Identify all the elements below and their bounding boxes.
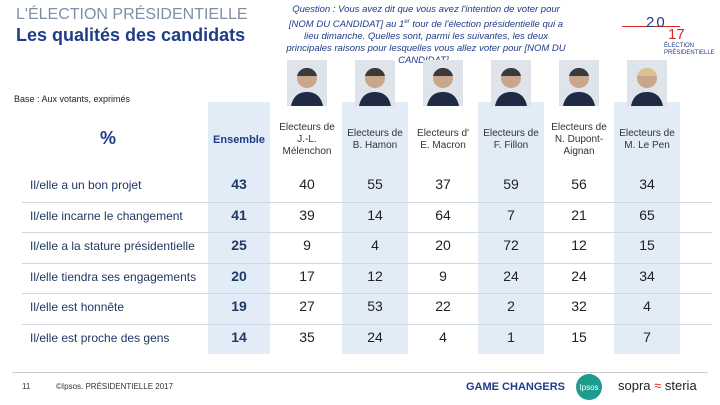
logo-line1: ÉLECTION [664, 43, 695, 49]
sopra-logo: sopra ≈ steria [618, 378, 697, 393]
corner: % [100, 128, 117, 148]
cell-value: 21 [571, 206, 587, 223]
cell-value: 20 [435, 237, 451, 253]
column-bg [478, 102, 544, 354]
cell-value: 12 [367, 267, 383, 284]
footer-rule [12, 372, 708, 373]
cell-value: 55 [367, 176, 383, 192]
cell-value: 4 [643, 298, 651, 314]
total-column-bg [208, 102, 270, 354]
total-value: 19 [231, 298, 247, 314]
portrait [491, 60, 531, 106]
kicker: L'ÉLECTION PRÉSIDENTIELLE [16, 6, 248, 23]
total-value: 43 [231, 176, 247, 192]
portrait [559, 60, 599, 106]
column-header: Electeurs de N. Dupont-Aignan [551, 122, 607, 157]
cell-value: 1 [507, 328, 515, 345]
question: Question : Vous avez dit que vous avez l… [282, 4, 570, 67]
column-header: Electeurs de F. Fillon [483, 128, 539, 151]
row-label: Il/elle est proche des gens [30, 330, 170, 345]
cell-value: 34 [639, 267, 655, 284]
row-label: Il/elle est honnête [30, 300, 125, 314]
cell-value: 35 [299, 328, 315, 345]
logo-text: ÉLECTION PRÉSIDENTIELLE [664, 43, 715, 57]
cell-value: 22 [435, 298, 451, 314]
cell-value: 34 [639, 176, 655, 192]
row-rule [22, 262, 712, 264]
cell-value: 56 [571, 176, 587, 192]
source: ©Ipsos. PRÉSIDENTIELLE 2017 [56, 382, 174, 391]
portrait [423, 60, 463, 106]
cell-value: 15 [639, 237, 655, 253]
cell-value: 15 [571, 328, 587, 345]
row-label: Il/elle a un bon projet [30, 178, 142, 192]
cell-value: 40 [299, 176, 315, 192]
portrait [287, 60, 327, 106]
column-header: Electeurs de M. Le Pen [619, 128, 675, 151]
cell-value: 37 [435, 176, 451, 192]
row-rule [22, 201, 712, 203]
tagline: GAME CHANGERS [466, 381, 566, 393]
row-label: Il/elle incarne le changement [30, 208, 183, 223]
page-number: 11 [22, 382, 31, 391]
cell-value: 72 [503, 237, 519, 253]
brand: sopra [618, 378, 651, 393]
brand: steria [664, 378, 697, 393]
logo: 20 17 ÉLECTION PRÉSIDENTIELLE [622, 14, 715, 57]
cell-value: 9 [439, 267, 447, 284]
cell-value: 2 [507, 298, 515, 314]
logo-year: 20 [646, 14, 667, 31]
logo-year: 17 [668, 26, 685, 43]
row-label: Il/elle a la stature présidentielle [30, 239, 195, 253]
cell-value: 4 [371, 237, 379, 253]
total-column-header: Ensemble [213, 134, 265, 146]
cell-value: 7 [643, 328, 651, 345]
column-bg [614, 102, 680, 354]
ipsos-logo: Ipsos [576, 374, 602, 400]
row-rule [22, 323, 712, 325]
title: Les qualités des candidats [16, 25, 246, 45]
logo-line2: PRÉSIDENTIELLE [664, 50, 715, 56]
total-value: 14 [231, 328, 247, 345]
cell-value: 64 [435, 206, 451, 223]
cell-value: 27 [299, 298, 315, 314]
total-value: 41 [231, 206, 247, 223]
row-label: Il/elle tiendra ses engagements [30, 269, 197, 284]
cell-value: 53 [367, 298, 383, 314]
cell-value: 65 [639, 206, 655, 223]
logo-line [622, 26, 680, 27]
row-rule [22, 232, 712, 233]
cell-value: 12 [571, 237, 587, 253]
total-value: 25 [231, 237, 247, 253]
question-sup: er [404, 19, 410, 25]
cell-value: 9 [303, 237, 311, 253]
total-value: 20 [231, 267, 247, 284]
cell-value: 24 [503, 267, 519, 284]
cell-value: 14 [367, 206, 383, 223]
column-header: Electeurs de J.-L. Mélenchon [279, 122, 335, 157]
cell-value: 59 [503, 176, 519, 192]
cell-value: 24 [367, 328, 383, 345]
question-text: Question : Vous avez dit que vous avez l… [288, 4, 560, 31]
portrait [355, 60, 395, 106]
portrait [627, 60, 667, 106]
row-rule [22, 293, 712, 294]
cell-value: 39 [299, 206, 315, 223]
column-bg [342, 102, 408, 354]
cell-value: 4 [439, 328, 447, 345]
base: Base : Aux votants, exprimés [14, 94, 131, 104]
cell-value: 17 [299, 267, 315, 284]
cell-value: 24 [571, 267, 587, 284]
cell-value: 32 [571, 298, 587, 314]
column-header: Electeurs d' E. Macron [417, 128, 469, 151]
column-header: Electeurs de B. Hamon [347, 128, 403, 151]
cell-value: 7 [507, 206, 515, 223]
